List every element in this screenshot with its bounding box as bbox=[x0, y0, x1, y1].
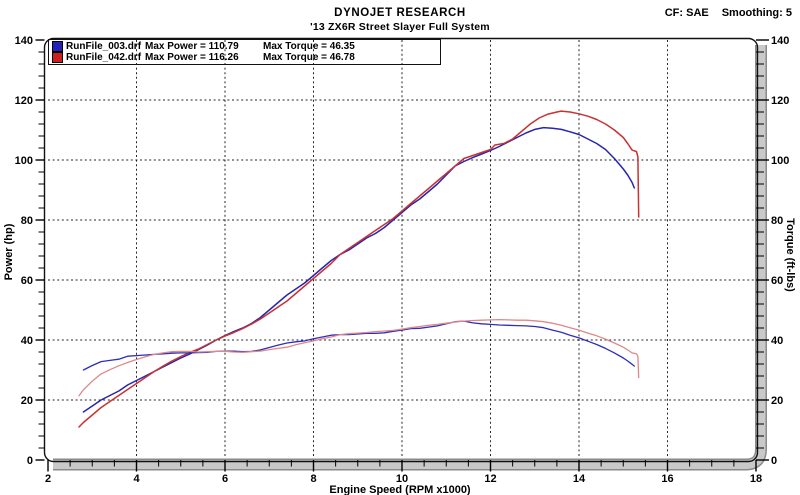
y-axis-label-right: 60 bbox=[771, 275, 783, 287]
run1-max-power: Max Power = 110.79 bbox=[145, 41, 239, 52]
y-axis-label-right: 120 bbox=[771, 95, 789, 107]
run2-filename: RunFile_042.drf bbox=[66, 52, 142, 63]
correction-info: CF: SAE Smoothing: 5 bbox=[665, 7, 792, 19]
x-axis-tick-label: 2 bbox=[45, 473, 51, 485]
y-axis-label-left: 40 bbox=[21, 335, 33, 347]
run2-color-swatch bbox=[52, 52, 63, 63]
legend-row-run2: RunFile_042.drf Max Power = 116.26 Max T… bbox=[52, 52, 440, 63]
y-axis-label-left: 140 bbox=[15, 35, 33, 47]
page-title: DYNOJET RESEARCH bbox=[334, 7, 466, 19]
x-axis-tick-label: 6 bbox=[222, 473, 228, 485]
legend-row-run1: RunFile_003.drf Max Power = 110.79 Max T… bbox=[52, 41, 440, 52]
page-subtitle: '13 ZX6R Street Slayer Full System bbox=[310, 21, 490, 33]
run2-max-power: Max Power = 116.26 bbox=[145, 52, 239, 63]
x-axis-tick-label: 18 bbox=[750, 473, 762, 485]
x-axis-tick-label: 4 bbox=[133, 473, 140, 485]
y-axis-label-right: 140 bbox=[771, 35, 789, 47]
run1-color-swatch bbox=[52, 41, 63, 52]
frame-band-shadow bbox=[53, 45, 767, 471]
run1-torque-curve bbox=[82, 320, 635, 371]
y-axis-label-left: 120 bbox=[15, 95, 33, 107]
cf-label: CF: SAE bbox=[664, 7, 709, 19]
run2-max-torque: Max Torque = 46.78 bbox=[263, 52, 355, 63]
run1-power-curve bbox=[82, 126, 636, 413]
y-axis-title-left: Power (hp) bbox=[3, 223, 15, 280]
y-axis-label-right: 40 bbox=[771, 335, 783, 347]
y-axis-label-right: 20 bbox=[771, 395, 783, 407]
y-axis-label-left: 100 bbox=[15, 155, 33, 167]
y-axis-label-left: 60 bbox=[21, 275, 33, 287]
x-axis-tick-label: 16 bbox=[661, 473, 673, 485]
x-axis-tick-label: 8 bbox=[310, 473, 316, 485]
x-axis-title: Engine Speed (RPM x1000) bbox=[329, 484, 471, 495]
y-axis-label-right: 100 bbox=[771, 155, 789, 167]
y-axis-label-left: 80 bbox=[21, 215, 33, 227]
legend-box: RunFile_003.drf Max Power = 110.79 Max T… bbox=[48, 39, 441, 65]
run2-torque-curve bbox=[78, 318, 640, 397]
y-axis-label-right: 80 bbox=[771, 215, 783, 227]
x-axis-tick-label: 12 bbox=[484, 473, 496, 485]
y-axis-label-left: 0 bbox=[27, 455, 33, 467]
x-axis-tick-label: 10 bbox=[396, 473, 408, 485]
run2-power-curve bbox=[78, 110, 640, 428]
run1-max-torque: Max Torque = 46.35 bbox=[263, 41, 355, 52]
run1-filename: RunFile_003.drf bbox=[66, 41, 142, 52]
plot-frame bbox=[43, 37, 759, 463]
y-axis-label-right: 0 bbox=[771, 455, 777, 467]
y-axis-title-right: Torque (ft-lbs) bbox=[784, 218, 796, 292]
y-axis-label-left: 20 bbox=[21, 395, 33, 407]
x-axis-tick-label: 14 bbox=[573, 473, 586, 485]
frame-band bbox=[53, 45, 766, 469]
smoothing-label: Smoothing: 5 bbox=[721, 7, 792, 19]
